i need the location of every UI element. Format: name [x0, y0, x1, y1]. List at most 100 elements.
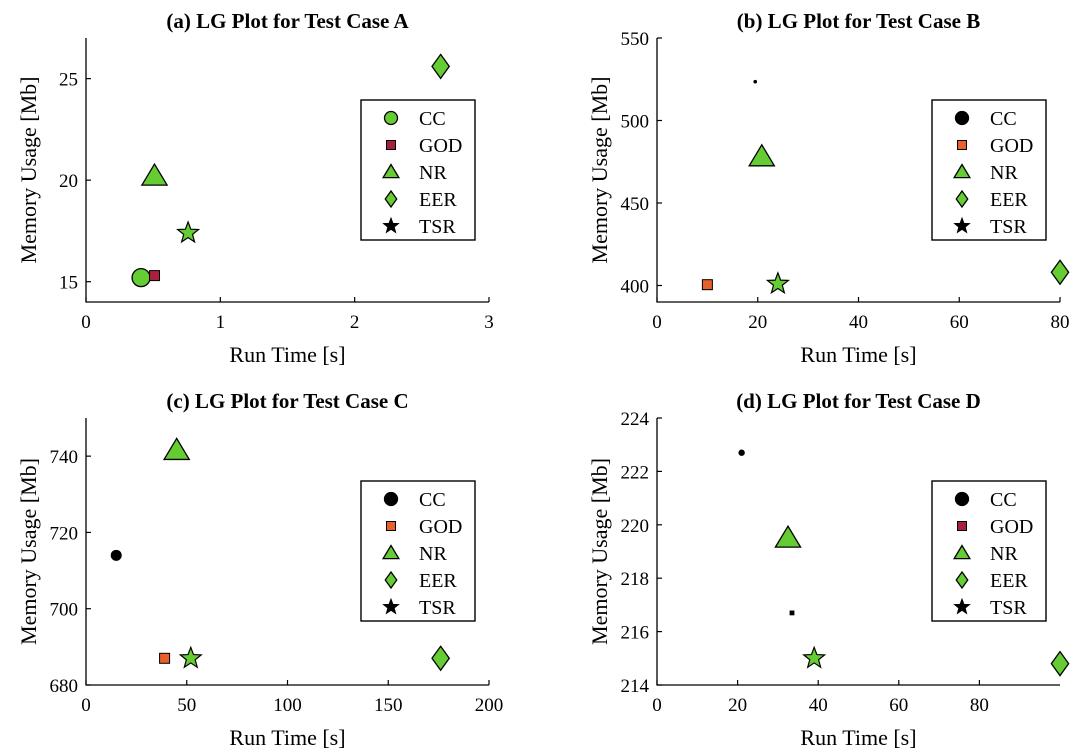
legend-marker-cc: [954, 110, 970, 126]
data-point-tsr: [175, 220, 201, 244]
y-tick-label: 500: [621, 112, 650, 133]
legend-marker-cc: [383, 110, 399, 126]
chart-title: (a) LG Plot for Test Case A: [166, 9, 409, 33]
y-tick-label: 550: [621, 29, 650, 50]
y-tick-label: 222: [621, 462, 650, 483]
y-tick-label: 214: [621, 676, 650, 697]
legend-label-tsr: TSR: [990, 216, 1027, 238]
y-axis-label: Memory Usage [Mb]: [16, 77, 41, 264]
x-tick-label: 50: [177, 695, 196, 716]
legend-marker-tsr: [953, 597, 971, 615]
data-point-eer: [1050, 650, 1070, 677]
chart-title: (c) LG Plot for Test Case C: [166, 389, 408, 413]
data-point-eer: [1050, 259, 1070, 286]
legend-box: [931, 480, 1047, 622]
legend-marker-nr: [381, 544, 401, 560]
legend-label-tsr: TSR: [419, 597, 456, 619]
legend-label-nr: NR: [419, 162, 447, 184]
y-tick-label: 216: [621, 623, 650, 644]
legend-label-god: GOD: [990, 135, 1033, 157]
y-tick-label: 720: [50, 523, 79, 544]
legend-marker-cc: [954, 491, 970, 507]
data-point-tsr: [802, 645, 827, 669]
data-point-tsr: [765, 271, 790, 295]
x-tick-label: 3: [484, 312, 494, 333]
x-tick-label: 200: [475, 695, 504, 716]
legend: CC GOD NR EER TSR: [931, 480, 1047, 622]
y-tick-label: 740: [50, 447, 79, 468]
x-tick-label: 1: [216, 312, 226, 333]
legend-marker-nr: [952, 544, 972, 560]
legend-marker-eer: [384, 189, 398, 209]
x-tick-label: 2: [350, 312, 360, 333]
legend-label-god: GOD: [419, 135, 462, 157]
data-point-god: [159, 652, 171, 664]
data-point-nr: [140, 162, 169, 186]
x-tick-label: 60: [950, 312, 969, 333]
x-tick-label: 0: [652, 312, 662, 333]
y-axis-label: Memory Usage [Mb]: [587, 458, 612, 645]
chart-panel-1: 0 1 2 3 15 20 25 (a) LG Plot for Test Case A Run…: [16, 9, 494, 367]
data-point-eer: [431, 53, 451, 80]
legend-label-cc: CC: [419, 489, 446, 511]
chart-title: (d) LG Plot for Test Case D: [736, 389, 981, 413]
y-tick-label: 25: [59, 70, 78, 91]
y-tick-label: 20: [59, 171, 78, 192]
legend-label-cc: CC: [990, 108, 1017, 130]
x-tick-label: 150: [374, 695, 403, 716]
x-tick-label: 80: [970, 695, 989, 716]
legend: CC GOD NR EER TSR: [360, 99, 476, 241]
y-tick-label: 400: [621, 277, 650, 298]
legend: CC GOD NR EER TSR: [931, 99, 1047, 241]
legend-label-tsr: TSR: [990, 597, 1027, 619]
legend-label-eer: EER: [990, 189, 1028, 211]
data-point-god: [149, 270, 161, 282]
y-tick-label: 680: [50, 676, 79, 697]
data-point-cc: [753, 79, 758, 84]
x-tick-label: 20: [748, 312, 767, 333]
legend-label-eer: EER: [990, 570, 1028, 592]
legend-label-nr: NR: [419, 543, 447, 565]
y-axis-label: Memory Usage [Mb]: [587, 77, 612, 264]
y-tick-label: 15: [59, 273, 78, 294]
legend-box: [360, 99, 476, 241]
legend-marker-tsr: [382, 216, 400, 234]
legend-box: [360, 480, 476, 622]
legend-marker-nr: [381, 163, 401, 179]
x-axis-label: Run Time [s]: [800, 725, 916, 749]
x-tick-label: 100: [273, 695, 302, 716]
data-markers: [131, 53, 451, 288]
legend-marker-nr: [952, 163, 972, 179]
data-point-cc: [738, 449, 745, 456]
y-tick-label: 450: [621, 194, 650, 215]
x-axis-label: Run Time [s]: [229, 342, 345, 367]
legend-marker-cc: [383, 491, 399, 507]
x-tick-label: 40: [809, 695, 828, 716]
legend-marker-tsr: [382, 597, 400, 615]
data-markers: [738, 449, 1070, 677]
legend-label-cc: CC: [419, 108, 446, 130]
chart-panel-4: 0 20 40 60 80 214 216 218 220 222 224 (d) LG Plot f…: [587, 389, 1070, 750]
data-point-nr: [774, 524, 802, 548]
legend-marker-tsr: [953, 216, 971, 234]
y-tick-label: 700: [50, 600, 79, 621]
legend-label-eer: EER: [419, 189, 457, 211]
legend-marker-eer: [384, 570, 398, 590]
chart-title: (b) LG Plot for Test Case B: [737, 9, 980, 33]
x-tick-label: 40: [849, 312, 868, 333]
x-tick-label: 0: [81, 695, 91, 716]
data-markers: [110, 437, 451, 672]
chart-panel-3: 0 50 100 150 200 680 700 720 740 (c) LG Plot for …: [16, 389, 504, 750]
legend-label-eer: EER: [419, 570, 457, 592]
legend-label-god: GOD: [990, 516, 1033, 538]
data-point-eer: [431, 645, 451, 672]
legend-label-god: GOD: [419, 516, 462, 538]
legend-label-tsr: TSR: [419, 216, 456, 238]
y-tick-label: 218: [621, 569, 650, 590]
data-point-god: [701, 279, 713, 291]
data-point-nr: [162, 437, 191, 461]
data-point-tsr: [178, 645, 203, 669]
legend-marker-god: [957, 140, 967, 150]
x-axis-label: Run Time [s]: [229, 725, 345, 749]
